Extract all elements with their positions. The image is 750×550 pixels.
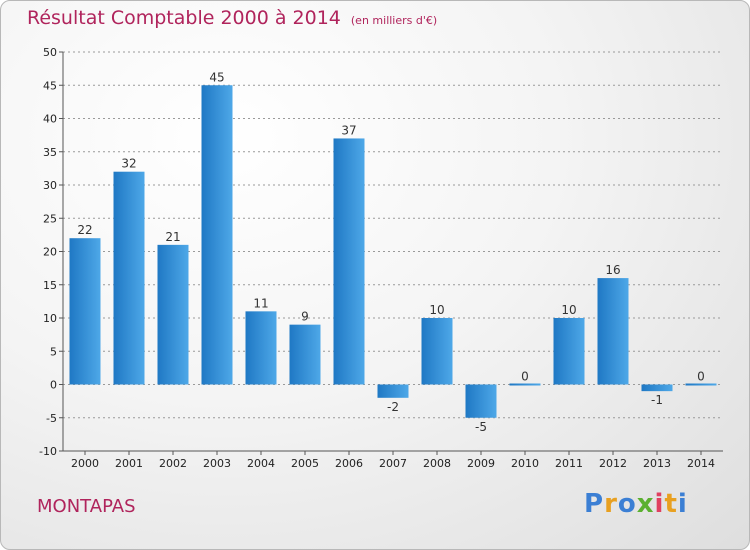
y-tick-label: 20 [43, 246, 57, 259]
x-tick-label: 2002 [159, 457, 187, 470]
bar [157, 244, 189, 385]
bar [553, 318, 585, 385]
y-tick-label: 10 [43, 312, 57, 325]
data-label: 45 [209, 70, 224, 84]
logo-letter: x [636, 489, 655, 519]
x-tick-label: 2010 [511, 457, 539, 470]
x-tick-label: 2003 [203, 457, 231, 470]
logo-letter: r [604, 489, 618, 519]
bar [201, 85, 233, 385]
x-tick-label: 2012 [599, 457, 627, 470]
x-tick-label: 2014 [687, 457, 715, 470]
data-label: 0 [697, 370, 705, 384]
y-tick-label: -5 [46, 412, 57, 425]
data-label: 10 [429, 303, 444, 317]
bar [69, 238, 101, 385]
bar [421, 318, 453, 385]
bar [377, 384, 409, 398]
title-unit: (en milliers d'€) [350, 14, 438, 27]
y-tick-label: 0 [50, 379, 57, 392]
data-label: -2 [387, 400, 399, 414]
data-label: 21 [165, 230, 180, 244]
bar [597, 278, 629, 385]
logo-letter: o [617, 489, 637, 519]
y-tick-label: 25 [43, 212, 57, 225]
data-label: 37 [341, 123, 356, 137]
bar [641, 384, 673, 392]
bar [465, 384, 497, 418]
data-label: 0 [521, 370, 529, 384]
x-tick-label: 2009 [467, 457, 495, 470]
data-label: 11 [253, 296, 268, 310]
logo-letter: i [677, 489, 688, 519]
bar [289, 324, 321, 385]
proxiti-logo: Proxiti [584, 489, 688, 519]
x-tick-label: 2011 [555, 457, 583, 470]
y-tick-label: 50 [43, 46, 57, 59]
x-tick-label: 2008 [423, 457, 451, 470]
data-label: 9 [301, 310, 309, 324]
bar-layer: 22 32 21 45 11 9 37 -2 10 -5 0 10 16 -1 0 [69, 70, 717, 434]
chart-title: Résultat Comptable 2000 à 2014 (en millie… [27, 7, 437, 29]
commune-name: MONTAPAS [37, 496, 136, 517]
x-tick-label: 2005 [291, 457, 319, 470]
y-tick-label: 5 [50, 345, 57, 358]
data-label: -5 [475, 420, 487, 434]
x-tick-label: 2007 [379, 457, 407, 470]
y-tick-label: 45 [43, 79, 57, 92]
y-tick-label: -10 [39, 445, 57, 458]
bar [509, 383, 541, 386]
logo-letter: t [664, 489, 678, 519]
data-label: 16 [605, 263, 620, 277]
bar [333, 138, 365, 385]
bar [685, 383, 717, 386]
bar [245, 311, 277, 385]
logo-letter: i [654, 489, 665, 519]
logo-letter: P [584, 489, 605, 519]
y-tick-label: 15 [43, 279, 57, 292]
data-label: -1 [651, 393, 663, 407]
x-tick-label: 2006 [335, 457, 363, 470]
y-tick-label: 40 [43, 113, 57, 126]
y-tick-label: 30 [43, 179, 57, 192]
data-label: 10 [561, 303, 576, 317]
data-label: 32 [121, 157, 136, 171]
bar [113, 171, 145, 385]
x-tick-label: 2013 [643, 457, 671, 470]
x-tick-label: 2004 [247, 457, 275, 470]
y-tick-label: 35 [43, 146, 57, 159]
x-tick-label: 2001 [115, 457, 143, 470]
x-tick-label: 2000 [71, 457, 99, 470]
data-label: 22 [77, 223, 92, 237]
title-main: Résultat Comptable 2000 à 2014 [27, 7, 341, 29]
